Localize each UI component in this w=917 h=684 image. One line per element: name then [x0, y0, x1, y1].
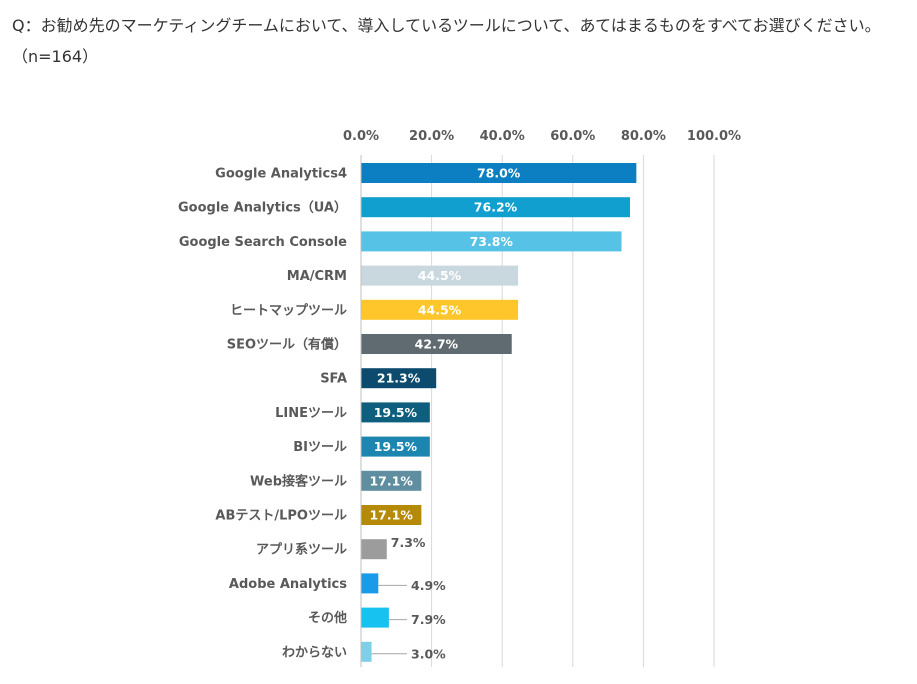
category-label: Google Search Console — [179, 235, 347, 250]
value-label: 4.9% — [411, 578, 446, 593]
category-label: わからない — [282, 645, 347, 660]
x-tick-label: 0.0% — [343, 129, 379, 144]
value-label: 44.5% — [418, 268, 462, 283]
x-tick-label: 20.0% — [409, 129, 454, 144]
bars — [361, 163, 637, 662]
bar — [361, 197, 630, 218]
category-label: Adobe Analytics — [229, 577, 347, 592]
value-label: 17.1% — [369, 508, 413, 523]
bar — [361, 436, 430, 457]
category-label: アプリ系ツール — [256, 542, 347, 558]
category-label: MA/CRM — [287, 269, 347, 284]
category-label: SFA — [320, 372, 347, 387]
bar — [361, 539, 387, 560]
value-labels: 78.0% 76.2% 73.8% 44.5% 44.5% 42.7% 21.3% 19.5%… — [369, 166, 520, 662]
value-label: 73.8% — [470, 234, 514, 249]
bar — [361, 607, 389, 628]
value-label: 42.7% — [415, 337, 459, 352]
bar — [361, 641, 372, 662]
value-label: 78.0% — [477, 166, 521, 181]
value-label: 3.0% — [411, 646, 446, 661]
x-tick-label: 100.0% — [687, 129, 741, 144]
value-label: 19.5% — [374, 405, 418, 420]
value-label: 7.3% — [391, 535, 426, 550]
value-label: 44.5% — [418, 302, 462, 317]
value-label: 76.2% — [474, 200, 518, 215]
category-labels: Google Analytics4 Google Analytics（UA） Goo… — [178, 167, 347, 661]
value-label: 21.3% — [377, 371, 421, 386]
x-axis-tick-labels: 0.0% 20.0% 40.0% 60.0% 80.0% 100.0% — [343, 129, 741, 144]
survey-question: Q：お勧め先のマーケティングチームにおいて、導入しているツールについて、あてはま… — [12, 16, 881, 66]
category-label: ABテスト/LPOツール — [215, 509, 347, 524]
bar — [361, 573, 379, 594]
bar — [361, 163, 637, 183]
value-label: 7.9% — [411, 612, 446, 627]
bar — [361, 299, 519, 320]
category-label: Google Analytics（UA） — [178, 200, 347, 216]
category-label: SEOツール（有償） — [227, 337, 347, 353]
category-label: その他 — [308, 610, 347, 626]
value-label: 19.5% — [374, 439, 418, 454]
category-label: ヒートマップツール — [230, 303, 347, 318]
category-label: Web接客ツール — [250, 473, 347, 489]
category-label: BIツール — [293, 440, 347, 455]
bar — [361, 368, 437, 389]
bar — [361, 334, 512, 354]
bar — [361, 505, 422, 525]
bar — [361, 265, 519, 286]
category-label: Google Analytics4 — [215, 167, 347, 182]
category-label: LINEツール — [275, 406, 347, 421]
bar — [361, 231, 622, 252]
x-tick-label: 80.0% — [621, 129, 666, 144]
bar — [361, 402, 430, 423]
bar — [361, 470, 422, 491]
x-tick-label: 60.0% — [550, 129, 595, 144]
value-label: 17.1% — [369, 473, 413, 488]
x-tick-label: 40.0% — [480, 129, 525, 144]
